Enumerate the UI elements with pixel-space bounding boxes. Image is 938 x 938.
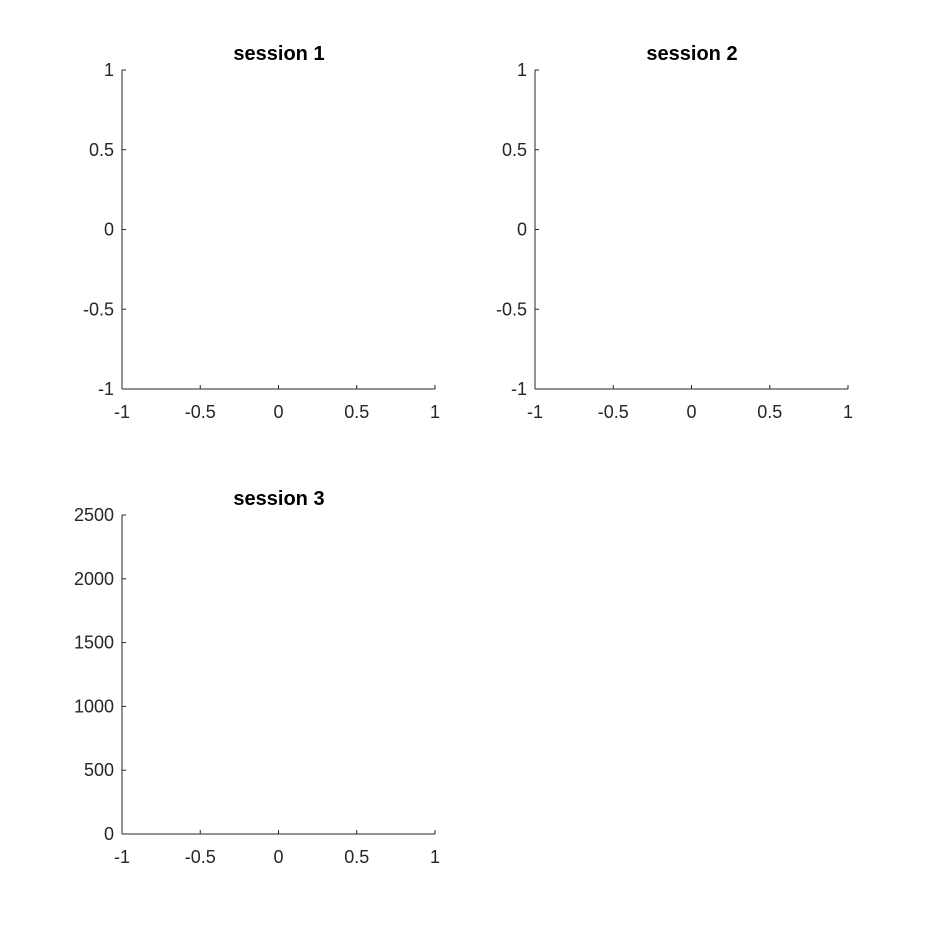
y-tick-label: 2500 [74,505,114,525]
y-tick-label: 0 [104,824,114,844]
x-tick-label: -1 [527,402,543,422]
x-tick-label: -1 [114,402,130,422]
y-tick-label: 1000 [74,696,114,716]
y-tick-label: 500 [84,760,114,780]
y-tick-label: 1 [104,60,114,80]
subplot-title: session 1 [233,43,324,65]
x-tick-label: -1 [114,847,130,867]
axes: -1 -0.5 0 0.5 1 -1 -0.5 0 0.5 1 [496,60,853,422]
x-tick-label: -0.5 [185,847,216,867]
x-tick-label: -0.5 [185,402,216,422]
axes: -1 -0.5 0 0.5 1 0 500 1000 1500 2000 2500 [74,505,440,867]
x-tick-label: 0 [273,847,283,867]
subplot-session-2: session 2 -1 -0.5 0 0.5 1 -1 -0.5 0 0.5 1 [496,43,853,422]
x-tick-label: 0.5 [757,402,782,422]
y-tick-label: 0 [104,220,114,240]
subplot-session-3: session 3 -1 -0.5 0 0.5 1 0 500 1000 1500 2000 250… [74,488,440,867]
y-tick-label: -0.5 [83,299,114,319]
x-tick-label: 1 [430,402,440,422]
y-tick-label: -1 [98,379,114,399]
y-tick-label: 0.5 [502,140,527,160]
y-tick-label: -0.5 [496,299,527,319]
x-tick-label: 0.5 [344,847,369,867]
x-tick-label: 1 [430,847,440,867]
x-tick-label: 0.5 [344,402,369,422]
subplot-session-1: session 1 -1 -0.5 0 0.5 1 -1 -0.5 0 0.5 1 [83,43,440,422]
y-tick-label: 0.5 [89,140,114,160]
subplot-title: session 3 [233,488,324,510]
y-tick-label: 1 [517,60,527,80]
subplot-title: session 2 [646,43,737,65]
y-tick-label: -1 [511,379,527,399]
y-tick-label: 0 [517,220,527,240]
x-tick-label: -0.5 [598,402,629,422]
axes: -1 -0.5 0 0.5 1 -1 -0.5 0 0.5 1 [83,60,440,422]
x-tick-label: 0 [686,402,696,422]
x-tick-label: 1 [843,402,853,422]
y-tick-label: 2000 [74,569,114,589]
x-tick-label: 0 [273,402,283,422]
y-tick-label: 1500 [74,633,114,653]
